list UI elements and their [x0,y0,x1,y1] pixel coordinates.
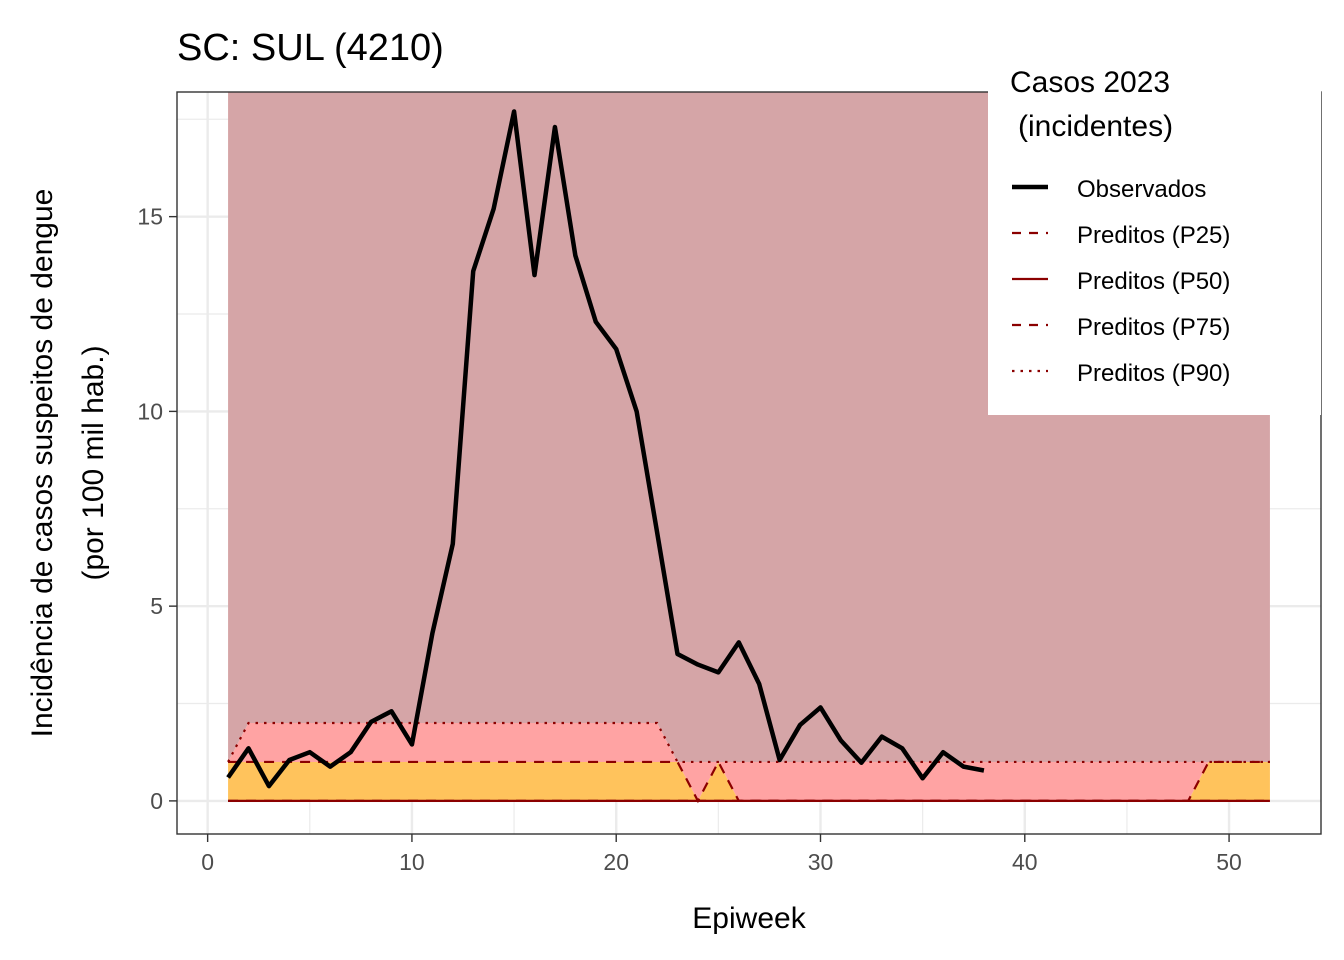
legend-item: Preditos (P75) [1012,314,1230,341]
x-tick-label: 40 [1012,849,1038,875]
panel-border [176,91,1322,835]
y-axis-title-line-2: (por 100 mil hab.) [77,345,110,580]
band-p75-p90 [228,722,1270,801]
x-tick-label: 30 [808,849,834,875]
series-line-observados [226,109,985,789]
legend-label: Preditos (P50) [1077,268,1230,295]
legend-label: Preditos (P25) [1077,222,1230,249]
series-line-preditos-p90 [227,721,1270,764]
x-tick-label: 10 [399,849,425,875]
y-tick-label: 10 [137,398,163,424]
y-axis: 0 5 10 15 [137,204,177,814]
band-p25-p75 [228,761,1270,801]
x-axis-title: Epiweek [692,902,806,935]
legend-label: Preditos (P75) [1077,314,1230,341]
x-axis: 0 10 20 30 40 50 [201,834,1242,875]
legend-label: Preditos (P90) [1077,360,1230,387]
legend-background [988,60,1321,415]
x-tick-label: 50 [1216,849,1242,875]
legend-item: Preditos (P25) [1012,222,1230,249]
legend-items: Observados Preditos (P25) Preditos (P50) Pr… [1012,176,1230,387]
y-axis-title: Incidência de casos suspeitos de dengue … [26,189,110,738]
chart-title: SC: SUL (4210) [177,27,444,69]
legend-label: Observados [1077,176,1206,203]
y-tick-label: 5 [150,593,163,619]
legend-item: Preditos (P50) [1012,268,1230,295]
predicted-lines [227,721,1270,804]
x-tick-label: 0 [201,849,214,875]
observed-line [226,109,985,789]
legend-item: Observados [1012,176,1206,203]
y-axis-title-line-1: Incidência de casos suspeitos de dengue [26,189,59,738]
legend-title-line-1: Casos 2023 [1010,66,1170,99]
y-tick-label: 0 [150,788,163,814]
legend: Casos 2023 (incidentes) Observados Predit… [988,60,1321,415]
x-tick-label: 20 [603,849,629,875]
series-line-preditos-p75 [228,759,1270,804]
legend-title-line-2: (incidentes) [1018,110,1173,143]
y-tick-label: 15 [137,204,163,230]
legend-item: Preditos (P90) [1012,360,1230,387]
